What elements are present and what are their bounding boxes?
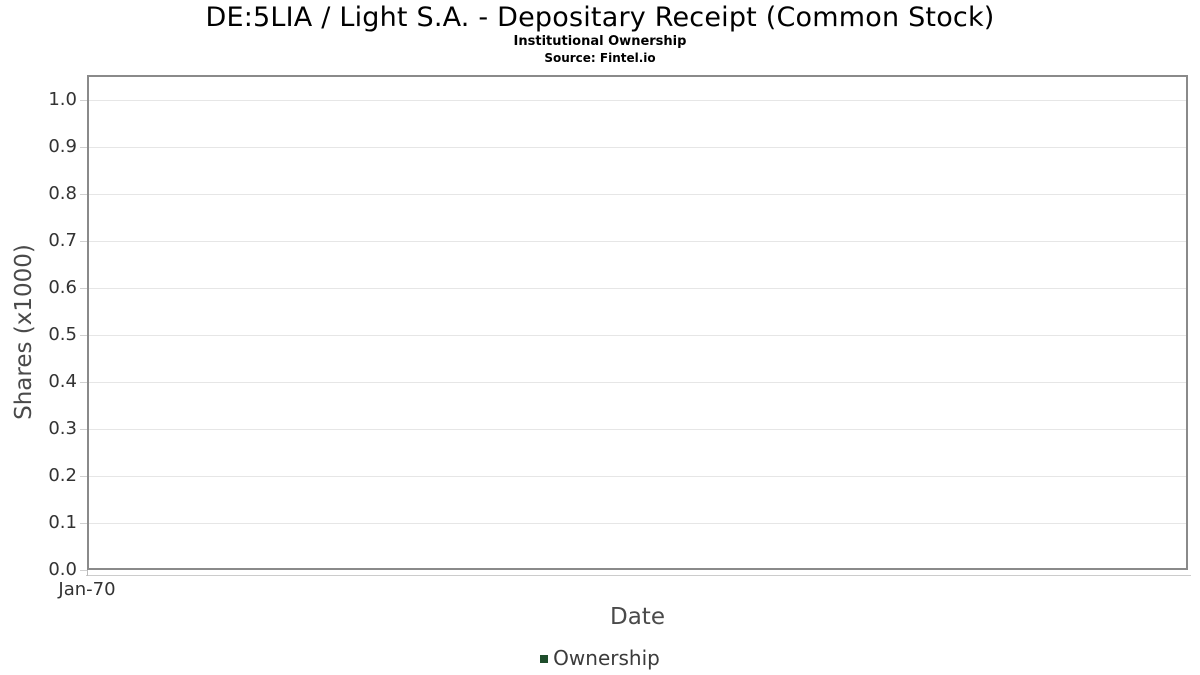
y-tick-label: 1.0 xyxy=(48,89,77,110)
y-tick-label: 0.9 xyxy=(48,136,77,157)
gridline xyxy=(89,523,1186,524)
chart-source: Source: Fintel.io xyxy=(544,51,656,65)
y-axis-tick xyxy=(80,241,87,242)
legend-marker-square xyxy=(540,655,549,663)
x-tick-label: Jan-70 xyxy=(58,579,116,600)
y-tick-label: 0.3 xyxy=(48,418,77,439)
y-tick-label: 0.5 xyxy=(48,324,77,345)
gridline xyxy=(89,194,1186,195)
chart-subtitle: Institutional Ownership xyxy=(513,34,687,49)
y-tick-label: 0.4 xyxy=(48,371,77,392)
legend-label: Ownership xyxy=(553,646,660,670)
x-axis-title: Date xyxy=(610,604,665,630)
y-tick-label: 0.1 xyxy=(48,512,77,533)
gridline xyxy=(89,241,1186,242)
gridline xyxy=(89,476,1186,477)
gridline xyxy=(89,335,1186,336)
y-axis-tick xyxy=(80,429,87,430)
legend-item-ownership[interactable]: Ownership xyxy=(540,646,660,670)
y-axis-tick xyxy=(80,147,87,148)
gridline xyxy=(89,147,1186,148)
y-tick-label: 0.0 xyxy=(48,559,77,580)
y-axis-tick xyxy=(80,194,87,195)
legend: Ownership xyxy=(0,644,1200,672)
x-axis-line xyxy=(86,575,1191,576)
gridline xyxy=(89,288,1186,289)
gridline xyxy=(89,429,1186,430)
y-tick-label: 0.2 xyxy=(48,465,77,486)
y-tick-label: 0.8 xyxy=(48,183,77,204)
gridline xyxy=(89,100,1186,101)
y-tick-label: 0.7 xyxy=(48,230,77,251)
x-axis-tick xyxy=(87,570,88,576)
y-axis-tick xyxy=(80,570,87,571)
y-axis-tick xyxy=(80,288,87,289)
y-axis-tick xyxy=(80,476,87,477)
y-axis-tick xyxy=(80,382,87,383)
gridline xyxy=(89,382,1186,383)
y-axis-tick xyxy=(80,335,87,336)
y-tick-label: 0.6 xyxy=(48,277,77,298)
y-axis-tick xyxy=(80,100,87,101)
chart-title: DE:5LIA / Light S.A. - Depositary Receip… xyxy=(205,2,995,33)
y-axis-tick xyxy=(80,523,87,524)
plot-area xyxy=(87,75,1188,570)
